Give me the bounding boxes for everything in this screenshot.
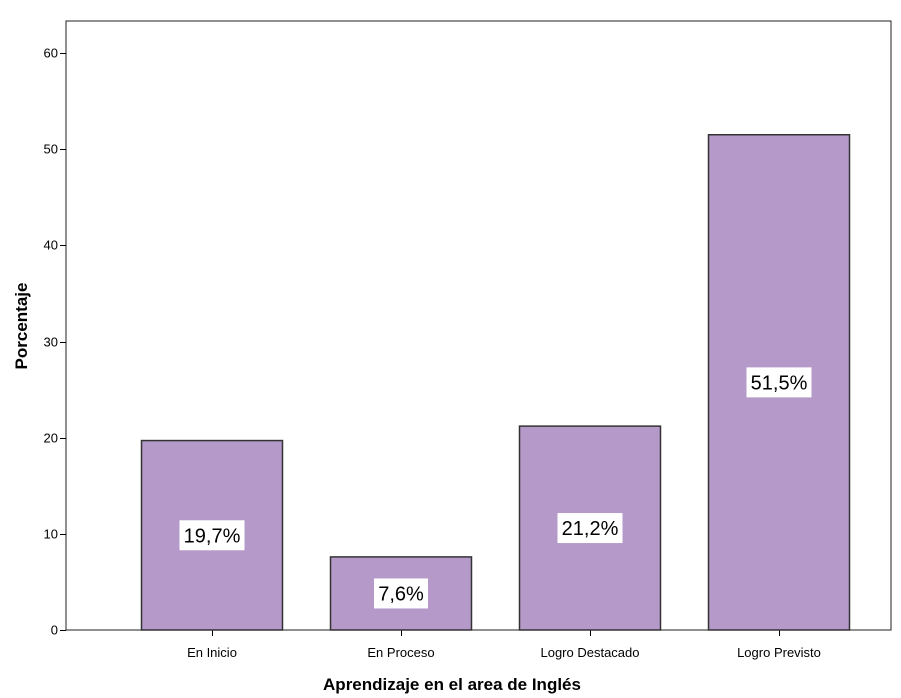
x-tick-label: Logro Destacado: [540, 645, 639, 660]
data-label-box: [374, 578, 428, 609]
x-tick-label: En Proceso: [367, 645, 434, 660]
plot-frame: [65, 20, 892, 631]
data-label: 21,2%: [562, 518, 619, 540]
x-tick-label: Logro Previsto: [737, 645, 821, 660]
x-tick-label: En Inicio: [187, 645, 237, 660]
y-tick-label: 0: [51, 623, 58, 638]
x-axis-title: Aprendizaje en el area de Inglés: [323, 675, 581, 694]
y-tick-label: 10: [44, 527, 58, 542]
data-label: 7,6%: [378, 583, 424, 605]
data-labels-group: 19,7% 7,6% 21,2% 51,5%: [179, 367, 812, 609]
y-axis: 0 10 20 30 40 50 60: [44, 46, 66, 638]
data-label: 19,7%: [184, 525, 241, 547]
plot-area: [65, 20, 892, 631]
bars-group: [140, 133, 851, 631]
data-label-box: [179, 520, 245, 551]
y-tick-label: 50: [44, 142, 58, 157]
y-tick-label: 30: [44, 335, 58, 350]
y-tick-label: 20: [44, 431, 58, 446]
data-label-box: [746, 367, 812, 398]
data-label: 51,5%: [751, 372, 808, 394]
y-tick-label: 40: [44, 238, 58, 253]
data-label-box: [557, 513, 623, 544]
x-axis: En Inicio En Proceso Logro Destacado Logro …: [187, 630, 821, 660]
y-tick-label: 60: [44, 46, 58, 61]
y-axis-title: Porcentaje: [12, 283, 31, 370]
